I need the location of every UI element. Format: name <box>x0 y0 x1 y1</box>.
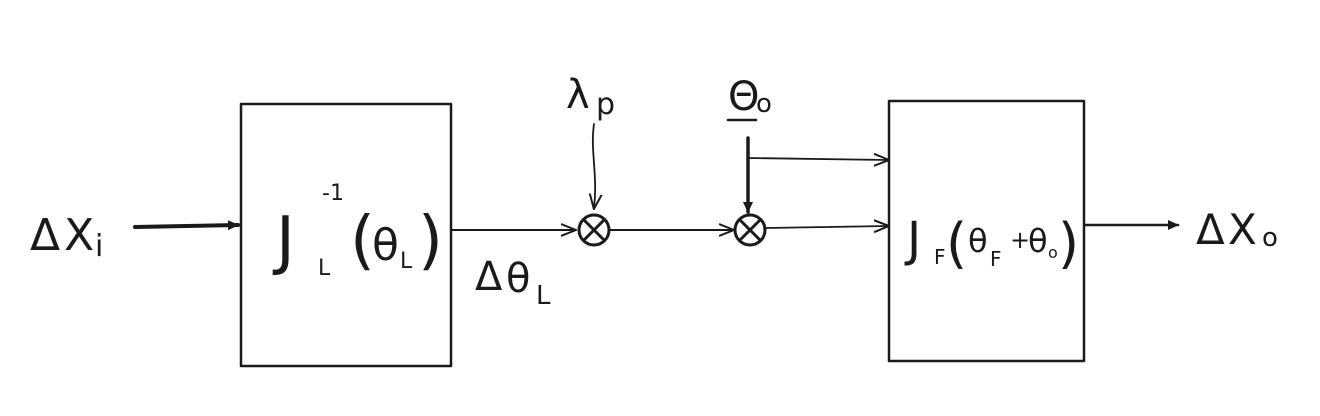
arrow-theta0-to-block <box>747 158 888 160</box>
delta-theta-theta: θ <box>506 256 530 302</box>
lambda-symbol: λ <box>566 72 590 118</box>
jacobian-left-sub: L <box>318 256 331 281</box>
theta0-symbol: Θ <box>728 74 759 120</box>
inverse-jacobian-block <box>239 102 453 368</box>
input-delta: Δ <box>30 210 60 261</box>
jacobian-left-open: ( <box>350 204 375 278</box>
theta0-label: Θ o <box>726 74 772 122</box>
jacobian-right-sub: F <box>934 245 946 269</box>
junction-1 <box>577 213 611 247</box>
delta-theta-label: Δ θ L <box>475 254 551 311</box>
jacobian-left-sup: -1 <box>322 181 344 206</box>
output-label: Δ X o <box>1196 205 1278 254</box>
jacobian-right-close: ) <box>1058 212 1079 275</box>
input-subscript: i <box>95 229 103 264</box>
jacobian-right-plus: + <box>1010 226 1030 254</box>
jacobian-right-j: J <box>904 212 921 268</box>
arrow-input-to-jacobian <box>133 220 240 231</box>
theta0-subscript: o <box>756 89 772 119</box>
delta-theta-sub: L <box>536 281 551 311</box>
forward-jacobian-label: J F ( θ F + θ o ) <box>904 212 1079 275</box>
jacobian-right-theta2-sub: o <box>1048 243 1058 262</box>
lambda-subscript: p <box>596 87 615 122</box>
jacobian-left-theta: θ <box>372 220 399 271</box>
jacobian-right-theta-sub: F <box>990 247 1002 271</box>
jacobian-right-open: ( <box>946 212 967 275</box>
junction-2 <box>733 213 767 247</box>
jacobian-left-close: ) <box>418 204 443 278</box>
jacobian-right-theta2: θ <box>1028 222 1048 260</box>
input-label: Δ X i <box>30 210 103 264</box>
jacobian-left-j: J <box>272 204 295 278</box>
forward-jacobian-block <box>887 99 1086 363</box>
output-symbol: X <box>1228 205 1257 254</box>
jacobian-right-theta: θ <box>968 222 988 260</box>
output-subscript: o <box>1262 223 1278 253</box>
delta-theta-delta: Δ <box>475 254 503 300</box>
jacobian-left-theta-sub: L <box>400 249 413 274</box>
arrow-junction2-to-block <box>765 226 888 228</box>
lambda-label: λ p <box>566 72 615 122</box>
inverse-jacobian-label: J L -1 ( θ L ) <box>272 181 443 281</box>
input-symbol: X <box>64 210 94 261</box>
output-delta: Δ <box>1196 205 1225 254</box>
arrow-lambda-to-junction1 <box>593 123 595 208</box>
